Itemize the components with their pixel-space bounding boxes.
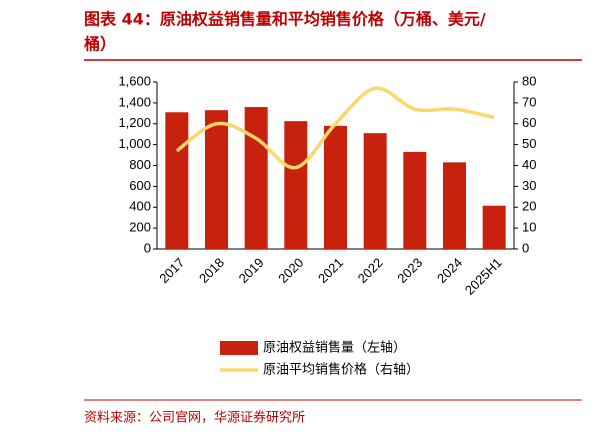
y2-tick-label: 50 [522,136,536,151]
y2-tick-label: 40 [522,157,536,172]
line [175,86,495,170]
y2-tick-label: 70 [522,94,536,109]
bar [323,125,348,249]
x-tick-label: 2020 [275,255,306,286]
y-tick-label: 0 [144,240,151,255]
y-tick-label: 800 [129,157,151,172]
y-tick-label: 1,000 [118,136,151,151]
x-tick-label: 2021 [315,255,346,286]
y2-tick-label: 0 [522,240,529,255]
x-tick-label: 2024 [434,255,465,286]
x-tick-label: 2025H1 [462,255,505,298]
y-tick-label: 1,600 [118,73,151,88]
x-tick-label: 2019 [236,255,267,286]
x-tick-label: 2018 [196,255,227,286]
y-tick-label: 400 [129,199,151,214]
y-tick-label: 200 [129,220,151,235]
legend-label: 原油权益销售量（左轴） [263,340,406,356]
y-tick-label: 1,400 [118,94,151,109]
y2-tick-label: 60 [522,115,536,130]
legend-swatch [220,341,258,355]
bar [165,112,189,249]
x-tick-label: 2023 [394,255,425,286]
bar [284,121,308,249]
x-tick-label: 2022 [355,255,386,286]
chart-title: 图表 44：原油权益销售量和平均销售价格（万桶、美元/ [84,10,486,29]
bar [403,151,427,249]
y2-tick-label: 20 [522,199,536,214]
x-tick-label: 2017 [156,255,187,286]
y2-tick-label: 80 [522,73,536,88]
y-tick-label: 600 [129,178,151,193]
bar [363,133,387,249]
chart-title: 桶） [84,35,116,54]
source: 资料来源：公司官网，华源证券研究所 [84,410,305,426]
bar [244,107,268,249]
bar [482,205,506,249]
bar [442,162,467,249]
bar [204,110,229,250]
legend-label: 原油平均销售价格（右轴） [263,362,419,378]
y2-tick-label: 30 [522,178,536,193]
y-tick-label: 1,200 [118,115,151,130]
y2-tick-label: 10 [522,220,536,235]
